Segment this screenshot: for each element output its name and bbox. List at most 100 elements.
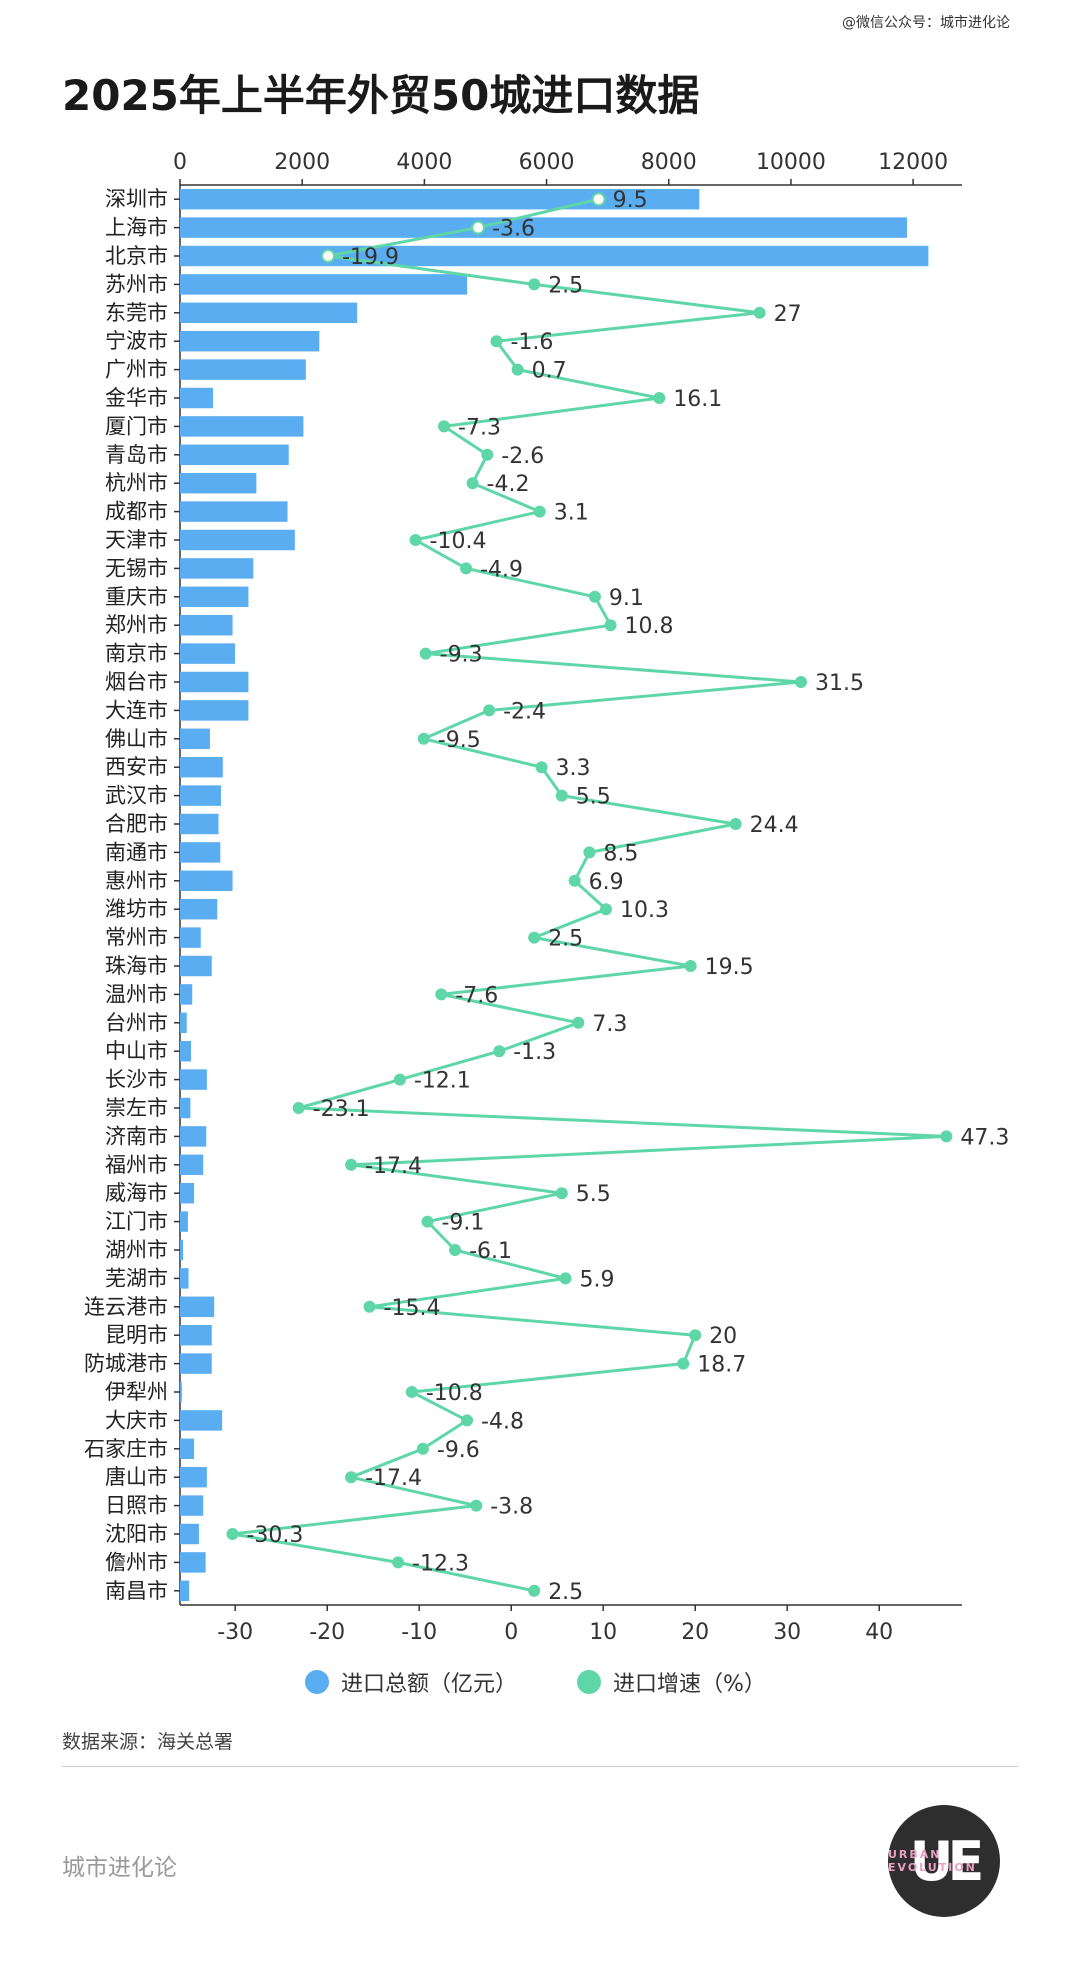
growth-point [449,1244,462,1256]
growth-data-label: -9.6 [437,1438,480,1463]
growth-point [528,278,541,291]
category-label: 防城港市 [84,1352,168,1376]
bottom-tick-label: 0 [504,1620,518,1645]
growth-point [559,1272,572,1285]
growth-data-label: -9.3 [440,643,483,668]
bar [180,1466,207,1488]
growth-point [321,249,336,263]
growth-point [588,590,601,603]
growth-data-label: -15.4 [384,1296,441,1321]
growth-data-label: 3.1 [554,501,589,526]
category-label: 常州市 [105,926,168,950]
growth-point [677,1357,690,1370]
growth-point [604,619,617,632]
growth-data-label: -4.8 [481,1409,524,1434]
top-tick-label: 2000 [274,150,330,175]
bar [180,1239,184,1261]
bar [180,1552,206,1573]
bar [180,1410,223,1431]
bar [180,387,213,409]
category-label: 广州市 [105,358,168,382]
top-tick-label: 6000 [519,150,575,175]
bar [180,671,249,693]
bar [180,501,288,522]
bottom-tick-label: 40 [865,1620,893,1645]
growth-data-label: -3.8 [490,1495,533,1520]
growth-data-label: -7.6 [455,983,498,1008]
chart-title: 2025年上半年外贸50城进口数据 [62,71,700,120]
category-label: 佛山市 [105,727,168,751]
growth-point [572,1016,585,1029]
bottom-tick-label: -20 [309,1620,345,1645]
category-label: 郑州市 [105,613,168,637]
bar [180,1523,199,1545]
growth-point [461,1414,474,1427]
growth-data-label: -17.4 [365,1466,422,1491]
bar [180,217,908,238]
bar [180,188,700,210]
category-label: 成都市 [105,500,168,524]
growth-data-label: 8.5 [603,841,638,866]
growth-point [438,420,451,433]
credit-text: @微信公众号：城市进化论 [842,15,1010,31]
category-label: 北京市 [105,244,168,268]
bottom-tick-label: 20 [681,1620,709,1645]
brand-name: 城市进化论 [62,1855,177,1881]
growth-point [533,505,546,518]
growth-point [471,220,486,235]
growth-data-label: 24.4 [750,813,799,838]
bar [180,898,218,920]
growth-point [684,960,697,972]
category-label: 上海市 [105,216,168,240]
bar [180,274,468,295]
bar [180,728,210,750]
growth-point [470,1499,483,1512]
growth-point [419,647,432,660]
bar [180,302,358,324]
growth-point [393,1073,406,1086]
bar [180,1324,212,1346]
category-label: 金华市 [105,386,168,410]
bar [180,529,295,551]
growth-data-label: -4.9 [480,557,523,582]
growth-data-label: -1.6 [510,330,553,355]
growth-point [435,988,448,1001]
growth-point [490,335,503,348]
category-label: 沈阳市 [105,1522,168,1546]
growth-data-label: 6.9 [589,870,624,895]
category-label: 日照市 [105,1494,168,1518]
growth-data-label: 7.3 [592,1012,627,1037]
category-label: 惠州市 [105,869,168,893]
growth-data-label: 9.5 [613,188,648,213]
growth-point [689,1329,702,1342]
category-label: 青岛市 [105,443,168,467]
category-label: 伊犁州 [105,1380,168,1404]
category-label: 昆明市 [105,1323,168,1347]
growth-data-label: 18.7 [697,1353,746,1378]
top-tick-label: 10000 [756,150,826,175]
growth-point [460,562,473,575]
bar [180,1381,182,1403]
category-label: 大连市 [105,698,168,722]
growth-data-label: -12.3 [412,1551,469,1576]
category-label: 合肥市 [105,812,168,836]
category-label: 杭州市 [105,471,168,495]
growth-data-label: 10.8 [625,614,674,639]
growth-point [493,1045,506,1058]
category-label: 石家庄市 [84,1437,168,1461]
bar [180,245,929,267]
category-label: 武汉市 [105,784,168,808]
growth-data-label: 10.3 [620,898,669,923]
growth-point [555,789,568,802]
category-label: 福州市 [105,1153,168,1177]
bottom-tick-label: -10 [401,1620,437,1645]
bar [180,643,235,664]
category-label: 南京市 [105,642,168,666]
bar [180,785,221,806]
category-label: 西安市 [105,755,168,779]
bar [180,1438,195,1460]
bar [180,1154,204,1176]
category-label: 儋州市 [105,1550,168,1574]
bar [180,614,233,636]
bottom-tick-label: 30 [773,1620,801,1645]
